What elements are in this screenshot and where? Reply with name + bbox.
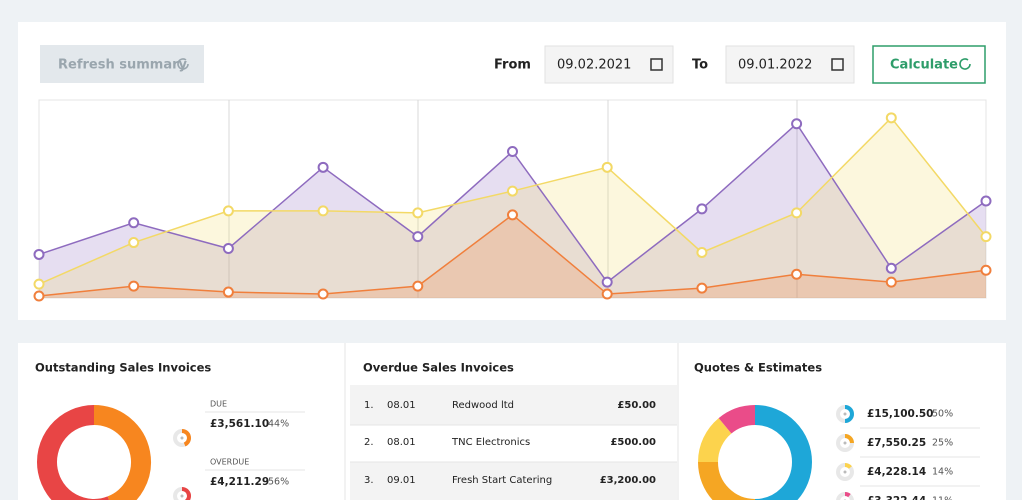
- row-date: 09.01: [387, 475, 416, 486]
- row-number: 1.: [364, 400, 374, 411]
- data-point: [33, 278, 45, 290]
- data-point: [33, 248, 45, 260]
- data-point: [507, 209, 518, 221]
- row-amount: £50.00: [617, 400, 656, 411]
- data-point: [128, 237, 140, 249]
- data-point: [980, 231, 992, 243]
- row-number: 3.: [364, 475, 374, 486]
- data-point: [791, 268, 803, 280]
- data-point: [601, 276, 613, 288]
- legend-icon-dot: [180, 494, 184, 498]
- legend-icon-dot: [180, 436, 184, 440]
- legend-icon-arc: [181, 487, 191, 500]
- donut-segment: [698, 461, 756, 500]
- row-number: 2.: [364, 437, 374, 448]
- legend-icon-arc: [844, 463, 852, 469]
- donut-segment: [718, 405, 756, 434]
- legend-amount: £15,100.50: [867, 408, 933, 420]
- row-date: 08.01: [387, 437, 416, 448]
- row-customer: TNC Electronics: [451, 437, 530, 448]
- row-amount: £500.00: [610, 437, 656, 448]
- legend-percent: 14%: [932, 467, 953, 478]
- legend-percent: 56%: [268, 477, 289, 488]
- legend-percent: 11%: [932, 496, 953, 500]
- area-fill: [39, 214, 986, 298]
- data-point: [507, 145, 518, 157]
- data-point: [33, 290, 45, 302]
- donut-segment: [93, 405, 151, 500]
- donut-segment: [698, 418, 732, 463]
- data-point: [222, 286, 234, 298]
- data-point: [412, 231, 424, 243]
- calendar-icon: [831, 58, 844, 71]
- from-label: From: [494, 58, 531, 73]
- data-point: [222, 243, 234, 254]
- legend-percent: 25%: [932, 438, 953, 449]
- table-row-bg: [350, 385, 677, 425]
- legend-amount: £7,550.25: [867, 437, 926, 449]
- data-point: [601, 288, 613, 300]
- legend-icon-dot: [843, 412, 847, 416]
- data-point: [317, 161, 329, 173]
- calendar-icon: [650, 58, 663, 71]
- calculate-button[interactable]: [872, 45, 986, 84]
- data-point: [601, 161, 613, 173]
- area-fill: [39, 117, 986, 298]
- data-point: [791, 118, 803, 130]
- refresh-button-label[interactable]: Refresh summary: [58, 58, 187, 73]
- legend-amount: £3,561.10: [210, 418, 269, 430]
- panel-title: Overdue Sales Invoices: [363, 361, 514, 375]
- panel-title: Outstanding Sales Invoices: [35, 361, 211, 375]
- data-point: [128, 280, 140, 292]
- legend-icon-arc: [844, 434, 854, 444]
- data-point: [885, 276, 897, 288]
- legend-icon-arc: [181, 429, 191, 447]
- data-point: [317, 288, 329, 300]
- data-point: [222, 205, 234, 217]
- row-amount: £3,200.00: [600, 475, 656, 486]
- legend-percent: 50%: [932, 409, 953, 420]
- data-point: [412, 280, 424, 292]
- refresh-icon: [177, 58, 189, 70]
- legend-icon-arc: [844, 492, 851, 498]
- data-point: [128, 217, 140, 229]
- to-date[interactable]: 09.01.2022: [738, 58, 812, 73]
- panel-title: Quotes & Estimates: [694, 361, 822, 375]
- calculate-button-label[interactable]: Calculate: [890, 58, 958, 73]
- row-date: 08.01: [387, 400, 416, 411]
- from-date[interactable]: 09.02.2021: [557, 58, 631, 73]
- legend-amount: £3,322.44: [867, 495, 926, 500]
- legend-amount: £4,228.14: [867, 466, 926, 478]
- row-customer: Redwood ltd: [452, 400, 514, 411]
- legend-percent: 44%: [268, 419, 289, 430]
- refresh-icon: [959, 58, 971, 70]
- legend-icon-arc: [844, 404, 854, 423]
- data-point: [696, 282, 708, 294]
- data-point: [507, 185, 518, 197]
- legend-icon-dot: [843, 441, 847, 445]
- to-label: To: [692, 58, 708, 73]
- data-point: [696, 203, 708, 215]
- data-point: [696, 246, 708, 258]
- data-point: [317, 205, 329, 217]
- donut-segment: [37, 405, 110, 500]
- donut-segment: [754, 405, 812, 500]
- row-customer: Fresh Start Catering: [452, 475, 552, 486]
- legend-icon-dot: [843, 470, 847, 474]
- data-point: [885, 262, 897, 274]
- legend-amount: £4,211.29: [210, 476, 269, 488]
- data-point: [980, 264, 992, 276]
- table-row-bg: [350, 462, 677, 500]
- data-point: [980, 195, 992, 207]
- refresh-button[interactable]: [40, 45, 204, 83]
- data-point: [412, 207, 424, 219]
- legend-category: DUE: [210, 400, 227, 409]
- legend-category: OVERDUE: [210, 458, 249, 467]
- data-point: [791, 207, 803, 219]
- data-point: [885, 112, 897, 124]
